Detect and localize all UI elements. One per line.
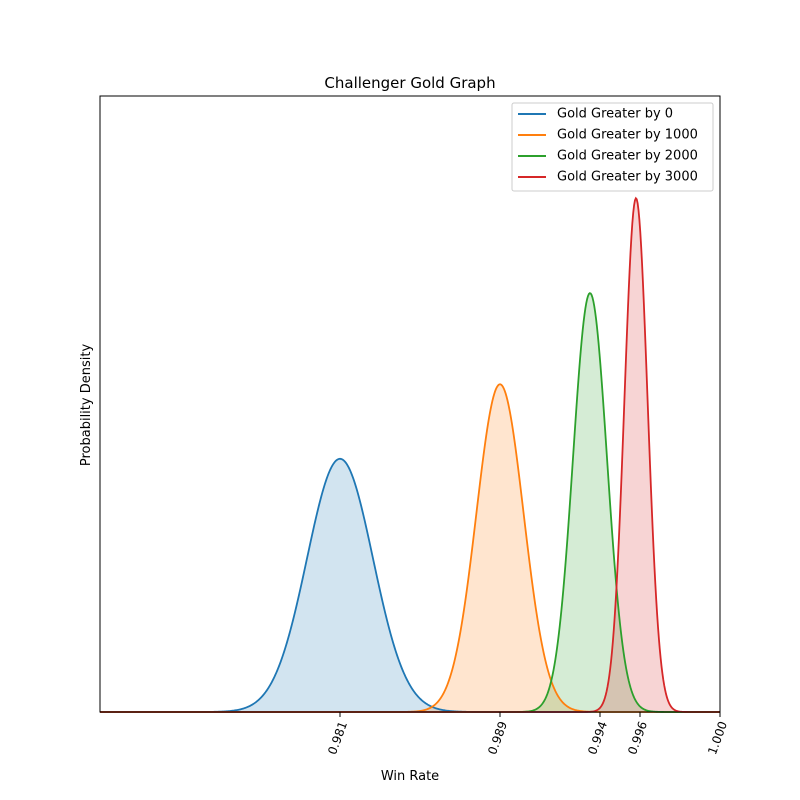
series-area-3	[100, 198, 720, 713]
chart-title: Challenger Gold Graph	[324, 74, 495, 92]
series-area-2	[100, 293, 720, 712]
legend-label-1: Gold Greater by 1000	[557, 128, 698, 143]
x-tick-label-3: 0.996	[625, 719, 650, 756]
y-axis-label: Probability Density	[79, 344, 94, 467]
x-tick-label-4: 1.000	[705, 719, 730, 756]
plot-area	[100, 196, 720, 713]
legend-label-3: Gold Greater by 3000	[557, 170, 698, 185]
x-tick-label-2: 0.994	[585, 719, 610, 756]
x-tick-label-0: 0.981	[325, 719, 350, 756]
x-tick-label-1: 0.989	[485, 719, 510, 756]
plot-frame	[99, 95, 721, 713]
legend: Gold Greater by 0 Gold Greater by 1000 Gol…	[511, 102, 714, 192]
legend-label-0: Gold Greater by 0	[557, 107, 673, 122]
legend-label-2: Gold Greater by 2000	[557, 149, 698, 164]
x-axis-label: Win Rate	[381, 769, 439, 784]
legend-box	[511, 102, 714, 192]
x-axis: 0.981 0.989 0.994 0.996 1.000	[325, 712, 730, 757]
